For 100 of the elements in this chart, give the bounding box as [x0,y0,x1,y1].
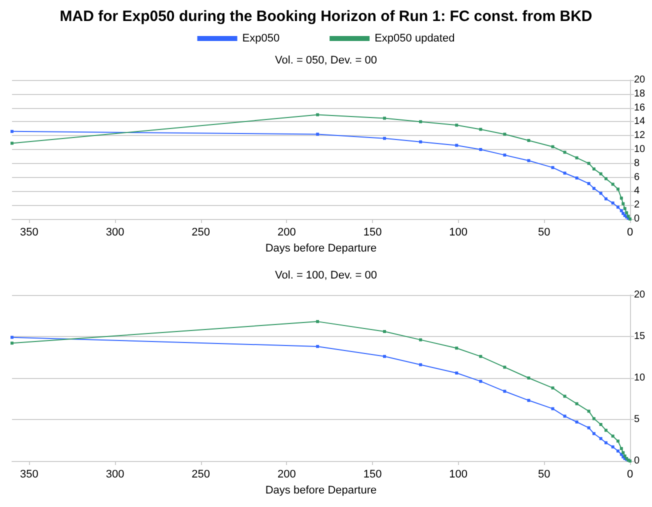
point [455,346,458,350]
point [551,166,554,170]
x-tick-label: 200 [277,226,296,238]
point [611,202,614,205]
point [383,116,386,120]
point [316,344,320,348]
legend-label: Exp050 [242,32,280,44]
y-tick-label: 5 [634,414,640,425]
y-tick-label: 15 [634,331,646,342]
y-tick-label: 12 [634,130,646,142]
point [10,130,14,133]
x-tick-label: 350 [20,468,38,480]
x-tick-label: 50 [538,468,550,480]
x-tick-label: 200 [277,468,296,480]
point [419,338,422,342]
x-tick-label: 50 [538,226,550,238]
point [604,428,608,432]
y-tick-label: 20 [634,290,646,300]
point [527,159,530,162]
point [604,441,608,444]
point [592,186,596,190]
x-tick-label: 300 [106,468,124,480]
point [599,422,602,426]
y-tick-label: 0 [634,214,640,224]
point [620,196,623,200]
y-tick-label: 0 [634,456,640,466]
point [575,176,578,180]
y-tick-label: 14 [634,116,646,128]
point [383,330,386,334]
x-tick-label: 350 [20,226,38,238]
point [419,120,422,124]
point [479,128,482,131]
legend-label: Exp050 updated [374,32,455,44]
point [599,192,602,195]
point [527,376,530,380]
chart-subtitle: Vol. = 050, Dev. = 00 [275,54,377,66]
point [616,440,620,443]
point [611,445,614,448]
point [383,136,386,140]
point [611,182,614,186]
point [316,113,320,116]
point [604,177,608,180]
y-tick-label: 8 [634,158,640,169]
point [620,209,623,212]
point [503,390,506,393]
point [316,320,320,324]
point [527,398,530,402]
x-tick-label: 150 [363,468,382,480]
point [625,211,628,214]
point [587,426,590,430]
point [575,420,578,424]
point [563,394,566,398]
point [620,447,623,450]
point [563,150,566,154]
y-tick-label: 10 [634,372,646,384]
point [599,437,602,440]
point [575,402,578,406]
point [616,206,620,209]
point [551,386,554,390]
point [503,366,506,369]
point [419,363,422,366]
point [616,188,620,191]
chart-title: MAD for Exp050 during the Booking Horizon of Run 1: FC const. from BKD [60,8,592,25]
point [587,410,590,413]
point [455,144,458,147]
x-tick-label: 250 [192,468,210,480]
point [10,336,14,339]
point [599,172,602,176]
point [455,124,458,127]
point [622,202,625,206]
x-tick-label: 300 [106,226,124,238]
point [604,197,608,200]
point [419,140,422,144]
y-tick-label: 4 [634,186,640,197]
point [551,145,554,148]
point [527,138,530,142]
point [611,434,614,438]
point [587,162,590,165]
x-axis-title: Days before Departure [265,242,377,254]
point [316,132,320,136]
point [587,182,590,186]
point [10,142,14,145]
point [563,172,566,175]
point [592,417,596,420]
point [503,132,506,136]
y-tick-label: 20 [634,74,646,86]
point [455,372,458,375]
x-tick-label: 100 [449,468,468,480]
point [503,154,506,157]
x-tick-label: 100 [449,226,468,238]
point [551,407,554,410]
point [479,148,482,151]
x-tick-label: 150 [363,226,382,238]
x-tick-label: 250 [192,226,210,238]
y-tick-label: 10 [634,144,646,155]
y-tick-label: 18 [634,88,646,100]
chart-subtitle: Vol. = 100, Dev. = 00 [275,270,377,282]
point [479,380,482,383]
y-tick-label: 6 [634,172,640,183]
y-tick-label: 16 [634,102,646,114]
